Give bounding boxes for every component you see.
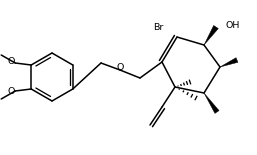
Polygon shape: [204, 93, 219, 113]
Text: O: O: [7, 88, 15, 97]
Polygon shape: [220, 58, 238, 67]
Text: O: O: [7, 58, 15, 66]
Polygon shape: [204, 25, 218, 45]
Text: O: O: [116, 64, 124, 73]
Text: Br: Br: [153, 22, 163, 31]
Text: OH: OH: [225, 20, 239, 29]
